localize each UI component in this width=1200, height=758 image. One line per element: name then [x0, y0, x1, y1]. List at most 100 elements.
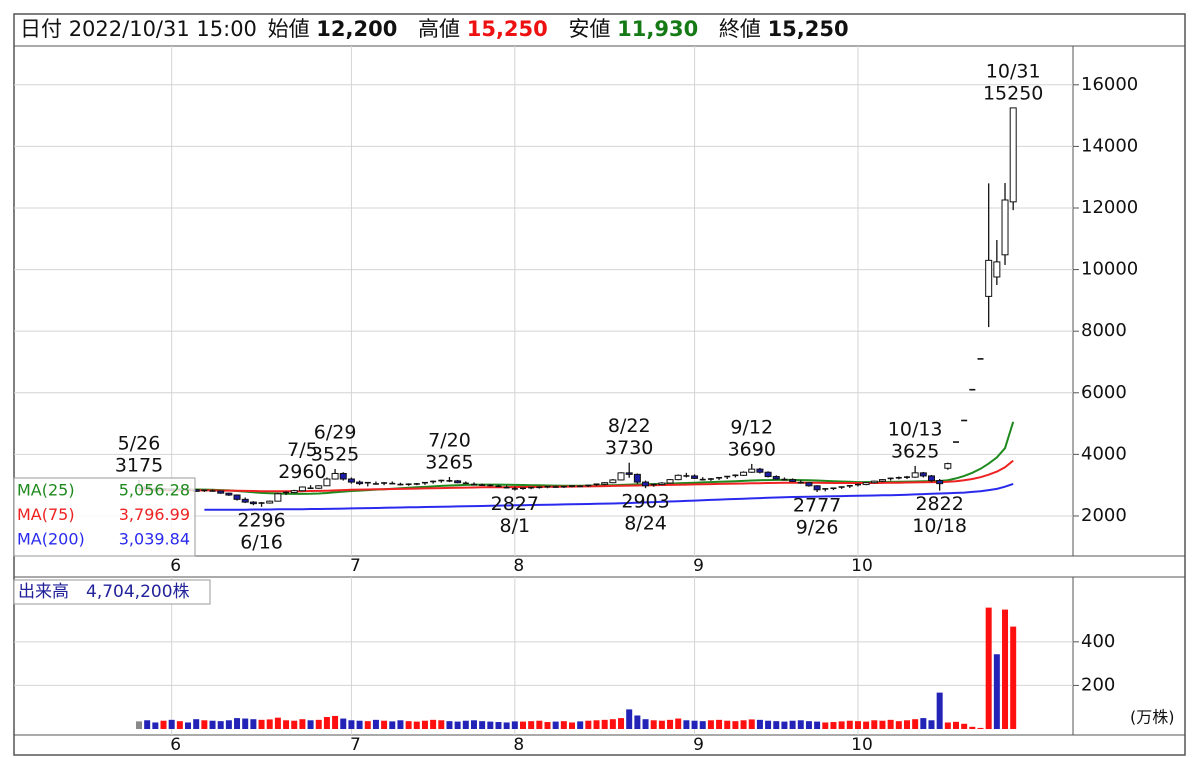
volume-bar: [144, 720, 151, 729]
annotation-date: 5/26: [118, 432, 161, 454]
annotation-value: 2777: [793, 495, 841, 517]
volume-bar: [593, 720, 600, 729]
candle-body: [331, 472, 339, 480]
volume-bar: [462, 720, 469, 729]
x-tick-label: 9: [693, 735, 704, 755]
annotation-value: 2903: [621, 491, 669, 513]
candle-body: [666, 479, 674, 484]
volume-bar: [618, 718, 625, 729]
volume-bar: [724, 720, 731, 729]
volume-bar: [430, 719, 437, 729]
volume-bar: [773, 721, 780, 729]
volume-label: 出来高 4,704,200株: [18, 582, 190, 602]
annotation-date: 8/22: [608, 415, 651, 437]
volume-bar: [691, 720, 698, 729]
x-tick-label: 8: [513, 556, 524, 576]
volume-bar: [185, 722, 192, 729]
candle-body: [1001, 199, 1009, 256]
annotation-value: 2296: [237, 509, 285, 531]
volume-bar: [136, 721, 142, 729]
volume-bar: [364, 721, 371, 729]
y-tick-label: 4000: [1081, 443, 1127, 464]
candle-body: [985, 259, 993, 297]
candle-body: [225, 492, 233, 496]
volume-bar: [846, 720, 853, 729]
x-tick-label: 9: [693, 556, 704, 576]
volume-bar: [707, 720, 714, 729]
x-tick-label: 8: [513, 735, 524, 755]
x-tick-label: 7: [350, 735, 361, 755]
volume-bar: [242, 718, 249, 729]
volume-bar: [372, 719, 379, 729]
volume-bar: [789, 720, 796, 729]
candle-body: [1009, 107, 1017, 203]
candle-body: [625, 472, 633, 475]
volume-bar: [781, 721, 788, 729]
candle-body: [298, 486, 306, 492]
candle-body: [911, 472, 919, 478]
candle-body: [919, 472, 927, 477]
legend-name: MA(25): [17, 481, 75, 500]
annotation-value: 2822: [915, 493, 963, 515]
candle-body: [642, 481, 650, 487]
volume-bar: [266, 719, 273, 729]
candle-body: [617, 472, 625, 481]
annotation-value: 3625: [891, 440, 939, 462]
volume-bar: [201, 720, 208, 729]
annotation-value: 2827: [491, 493, 539, 515]
header-label: 日付: [20, 17, 62, 41]
volume-label-box: [13, 579, 211, 605]
volume-bar: [683, 720, 690, 729]
volume-bar: [421, 720, 428, 729]
candle-body: [217, 490, 225, 494]
candle-body: [927, 475, 935, 482]
candle-body: [609, 479, 617, 484]
candle-body: [813, 485, 821, 491]
volume-bar: [838, 721, 845, 729]
volume-bar: [814, 721, 821, 729]
volume-bar: [765, 720, 772, 729]
volume-bar: [887, 719, 894, 729]
volume-bar: [454, 721, 461, 729]
annotation-value: 2960: [278, 461, 326, 483]
volume-bar: [740, 720, 747, 729]
volume-bar: [250, 719, 257, 729]
candle-body: [944, 463, 952, 469]
volume-bar: [315, 719, 322, 729]
header: 日付 2022/10/31 15:00 始値 12,200 高値 15,250 …: [20, 17, 849, 41]
volume-bar: [732, 721, 739, 729]
volume-bar: [552, 721, 559, 729]
x-tick-label: 6: [170, 556, 181, 576]
volume-bar: [479, 721, 486, 729]
volume-bar: [487, 721, 494, 729]
volume-bar: [675, 718, 682, 729]
y-tick-label: 8000: [1081, 320, 1127, 341]
candle-body: [347, 478, 355, 483]
header-value: 15,250: [768, 17, 849, 41]
candle-body: [323, 478, 331, 487]
volume-bar: [854, 721, 861, 729]
candle-body: [266, 500, 274, 504]
candle-body: [772, 476, 780, 480]
volume-bar: [609, 719, 616, 729]
annotation-value: 15250: [983, 82, 1043, 104]
candle-body: [756, 468, 764, 473]
volume-bar: [299, 719, 306, 729]
volume-bar: [503, 722, 510, 729]
volume-bar: [993, 654, 1000, 729]
volume-bar: [569, 722, 576, 729]
volume-bar: [936, 692, 943, 729]
volume-bar: [470, 720, 477, 729]
candle-body: [454, 480, 462, 484]
volume-bar: [536, 720, 543, 729]
volume-bar: [438, 720, 445, 729]
volume-bar: [397, 720, 404, 729]
legend-value: 5,056.28: [119, 481, 190, 500]
volume-bar: [626, 709, 633, 729]
candle-body: [764, 471, 772, 478]
volume-bar: [405, 721, 412, 729]
volume-bar: [928, 720, 935, 729]
volume-bar: [560, 721, 567, 729]
volume-bar: [1002, 609, 1009, 729]
volume-bar: [822, 722, 829, 729]
